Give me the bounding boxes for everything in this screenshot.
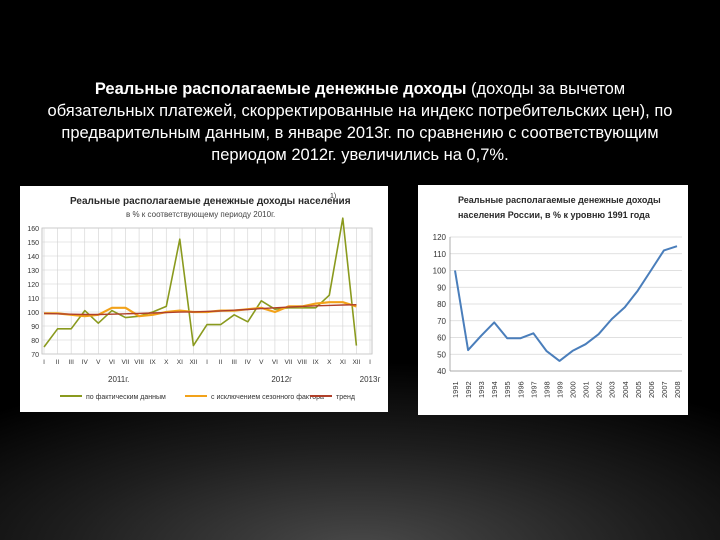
x-tick-label: I <box>369 359 371 366</box>
x-tick-label: III <box>231 359 237 366</box>
x-tick-label: X <box>327 359 332 366</box>
x-tick-label: V <box>259 359 264 366</box>
x-tick-label: VI <box>272 359 278 366</box>
chart-left-title: Реальные располагаемые денежные доходы н… <box>70 196 351 207</box>
y-tick-label: 100 <box>27 310 39 317</box>
y-tick-label: 110 <box>433 250 446 259</box>
y-tick-label: 60 <box>437 334 446 343</box>
x-tick-label: VIII <box>297 359 307 366</box>
x-tick-label: 1991 <box>451 381 460 398</box>
y-tick-label: 130 <box>27 268 39 275</box>
x-tick-label: II <box>219 359 223 366</box>
y-tick-label: 150 <box>27 240 39 247</box>
chart-left-year-labels: 2011г. 2012г 2013г <box>108 375 380 384</box>
x-tick-label: XI <box>177 359 183 366</box>
income-vs-1991-chart: Реальные располагаемые денежные доходы н… <box>433 195 682 398</box>
chart-right-y-ticks: 40 50 60 70 80 90 100 110 120 <box>433 233 447 376</box>
chart-panel-right: Реальные располагаемые денежные доходы н… <box>418 185 688 415</box>
x-tick-label: XII <box>352 359 360 366</box>
x-tick-label: VII <box>285 359 293 366</box>
x-tick-label: 1996 <box>516 381 525 398</box>
x-tick-label: 2000 <box>569 381 578 398</box>
x-tick-label: 2003 <box>608 381 617 398</box>
income-vs-2010-chart: Реальные располагаемые денежные доходы н… <box>27 193 380 401</box>
x-tick-label: IX <box>313 359 320 366</box>
year-label: 2013г <box>360 375 381 384</box>
x-tick-label: 1997 <box>529 381 538 398</box>
x-tick-label: 1992 <box>464 381 473 398</box>
series-line-1 <box>454 245 678 362</box>
x-tick-label: VIII <box>134 359 144 366</box>
chart-left-subtitle: в % к соответствующему периоду 2010г. <box>126 210 275 219</box>
x-tick-label: IV <box>82 359 89 366</box>
chart-right-x-ticks: 1991 1992 1993 1994 1995 1996 1997 1998 1999 2000… <box>451 381 682 398</box>
x-tick-label: XI <box>340 359 346 366</box>
legend-label: с исключением сезонного фактора <box>211 394 324 401</box>
x-tick-label: 2004 <box>621 381 630 398</box>
chart-left-title-sup: 1) <box>330 193 336 200</box>
x-tick-label: 2008 <box>673 381 682 398</box>
x-tick-label: VII <box>122 359 130 366</box>
x-tick-label: XII <box>189 359 197 366</box>
y-tick-label: 110 <box>28 296 39 303</box>
x-tick-label: 1995 <box>503 381 512 398</box>
x-tick-label: VI <box>109 359 115 366</box>
chart-left-x-ticks: I II III IV V VI VII VIII IX X XI XII I II III IV V VI VII… <box>43 359 371 366</box>
y-tick-label: 90 <box>31 324 39 331</box>
x-tick-label: IV <box>245 359 252 366</box>
chart-left-series <box>43 217 358 348</box>
y-tick-label: 40 <box>437 367 446 376</box>
y-tick-label: 80 <box>31 338 39 345</box>
chart-left-legend: по фактическим данным с исключением сезон… <box>60 394 355 401</box>
x-tick-label: 2006 <box>647 381 656 398</box>
x-tick-label: I <box>206 359 208 366</box>
series-line-1 <box>43 217 358 348</box>
x-tick-label: 1994 <box>490 381 499 398</box>
chart-panel-left: Реальные располагаемые денежные доходы н… <box>20 186 388 412</box>
x-tick-label: X <box>164 359 169 366</box>
y-tick-label: 80 <box>437 300 446 309</box>
chart-right-title-line2: населения России, в % к уровню 1991 года <box>458 210 651 220</box>
chart-left-grid <box>41 227 373 355</box>
slide-title-rest: (доходы за вычетом обязательных платежей… <box>47 80 673 164</box>
x-tick-label: III <box>68 359 74 366</box>
y-tick-label: 160 <box>27 226 39 233</box>
y-tick-label: 140 <box>27 254 39 261</box>
series-line-3 <box>43 304 357 316</box>
x-tick-label: 1998 <box>542 381 551 398</box>
y-tick-label: 100 <box>433 267 447 276</box>
y-tick-label: 120 <box>27 282 39 289</box>
chart-left-y-ticks: 70 80 90 100 110 120 130 140 150 160 <box>27 226 39 359</box>
y-tick-label: 90 <box>437 283 446 292</box>
y-tick-label: 120 <box>433 233 447 242</box>
legend-label: по фактическим данным <box>86 394 166 401</box>
x-tick-label: 2001 <box>582 381 591 398</box>
y-tick-label: 50 <box>437 350 446 359</box>
y-tick-label: 70 <box>437 317 446 326</box>
x-tick-label: II <box>56 359 60 366</box>
chart-right-grid <box>449 236 682 372</box>
x-tick-label: I <box>43 359 45 366</box>
slide-title: Реальные располагаемые денежные доходы (… <box>40 78 680 166</box>
legend-label: тренд <box>336 394 355 401</box>
slide-title-bold: Реальные располагаемые денежные доходы <box>94 80 467 98</box>
x-tick-label: 1999 <box>555 381 564 398</box>
x-tick-label: 2005 <box>634 381 643 398</box>
year-label: 2011г. <box>108 375 129 384</box>
x-tick-label: 2002 <box>595 381 604 398</box>
chart-right-title-line1: Реальные располагаемые денежные доходы <box>458 195 661 205</box>
x-tick-label: 2007 <box>660 381 669 398</box>
x-tick-label: IX <box>150 359 157 366</box>
year-label: 2012г <box>271 375 292 384</box>
y-tick-label: 70 <box>31 352 39 359</box>
x-tick-label: 1993 <box>477 381 486 398</box>
chart-right-series <box>454 245 678 362</box>
x-tick-label: V <box>96 359 101 366</box>
